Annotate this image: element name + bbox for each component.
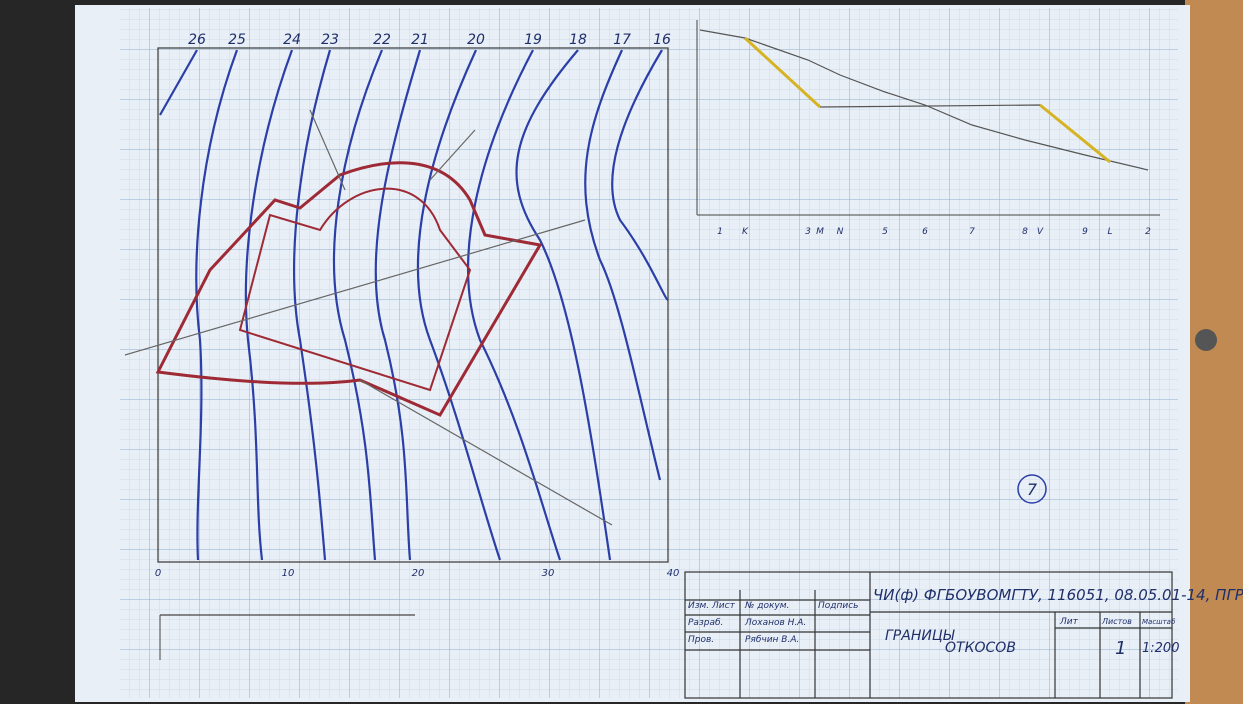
contour-label: 18 — [569, 32, 587, 48]
contour-label: 26 — [188, 32, 206, 48]
point-label: 1 — [717, 227, 723, 237]
point-label: L — [1107, 227, 1112, 237]
contour-label: 24 — [283, 32, 301, 48]
label: Пров. — [688, 635, 714, 645]
label: № докум. — [744, 601, 789, 611]
point-label: 5 — [882, 227, 888, 237]
label: Масштаб — [1142, 618, 1176, 626]
name: Рябчин В.А. — [745, 635, 799, 645]
point-label: 2 — [1145, 227, 1151, 237]
title: ГРАНИЦЫ — [885, 628, 955, 644]
axis-label: 20 — [412, 568, 425, 579]
label: Изм. Лист — [688, 601, 736, 611]
contour-label: 25 — [228, 32, 246, 48]
axis-label: 30 — [542, 568, 555, 579]
pin — [1195, 329, 1217, 351]
point-label: 7 — [969, 227, 975, 237]
name: Лоханов Н.А. — [744, 618, 806, 628]
contour-label: 23 — [321, 32, 339, 48]
scale: 1:200 — [1142, 641, 1179, 656]
label: Подпись — [818, 601, 858, 611]
profile — [696, 20, 1160, 216]
label: Разраб. — [688, 618, 723, 628]
title-block — [684, 571, 1173, 699]
point-label: 6 — [922, 227, 928, 237]
label: Листов — [1101, 617, 1132, 626]
grid — [120, 8, 1178, 698]
contour-label: 17 — [613, 32, 631, 48]
point-label: M — [816, 227, 824, 237]
label: Лит — [1059, 617, 1079, 627]
contour-label: 21 — [411, 32, 429, 48]
contour-label: 20 — [467, 32, 485, 48]
axis-label: 0 — [155, 568, 161, 579]
point-label: V — [1037, 227, 1044, 237]
point-label: 9 — [1082, 227, 1088, 237]
title: ОТКОСОВ — [945, 640, 1016, 656]
sheets: 1 — [1115, 638, 1126, 659]
point-label: 3 — [805, 227, 811, 237]
point-label: K — [742, 227, 749, 237]
code: ЧИ(ф) ФГБОУВОМГТУ, 116051, 08.05.01-14, … — [873, 586, 1243, 604]
sheet-mark: 7 — [1027, 480, 1038, 499]
contour-label: 19 — [524, 32, 542, 48]
axis-label: 40 — [667, 568, 680, 579]
contour-label: 16 — [653, 32, 671, 48]
wood — [1185, 0, 1243, 704]
axis-label: 10 — [282, 568, 295, 579]
contour-label: 22 — [373, 32, 391, 48]
plan — [124, 47, 670, 660]
point-label: N — [837, 227, 844, 237]
point-label: 8 — [1022, 227, 1028, 237]
